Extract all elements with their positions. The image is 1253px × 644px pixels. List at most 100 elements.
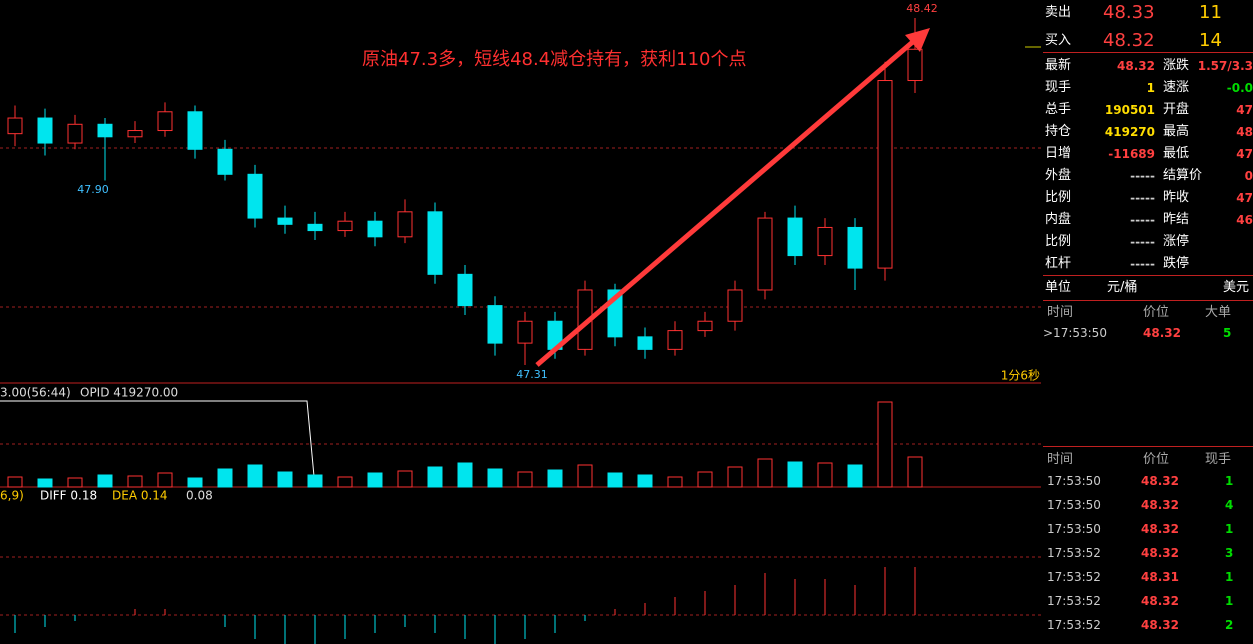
candle-body: [787, 217, 803, 257]
volume-bar: [907, 456, 923, 488]
text: 大单: [1205, 305, 1232, 320]
text: 1.57/3.3: [1197, 59, 1253, 73]
candle-body: [157, 111, 173, 132]
text: 419270: [1104, 125, 1155, 139]
text: 2: [1225, 618, 1234, 632]
text: 17:53:50: [1047, 474, 1101, 488]
volume-bar: [7, 476, 23, 488]
candle-body: [217, 148, 233, 175]
opid-legend: OPID 419270.00: [80, 386, 178, 400]
volume-bar: [847, 464, 863, 488]
text: 1: [1225, 594, 1234, 608]
volume-bar: [97, 474, 113, 488]
dea-legend: DEA 0.14: [112, 489, 168, 503]
text: 5: [1223, 326, 1232, 340]
text: 时间: [1047, 452, 1074, 467]
text: 最高: [1163, 124, 1190, 139]
text: 卖出: [1045, 5, 1072, 20]
text: -----: [1130, 213, 1155, 227]
volume-bar: [157, 472, 173, 488]
volume-bar: [817, 462, 833, 488]
separator: [1043, 300, 1253, 301]
text: 昨结: [1163, 212, 1190, 227]
candle-body: [697, 320, 713, 332]
candle-body: [397, 211, 413, 238]
candle-body: [877, 80, 893, 269]
volume-bar: [577, 464, 593, 488]
candle-body: [817, 226, 833, 257]
candle-body: [247, 173, 263, 219]
text: 48.32: [1141, 474, 1179, 488]
volume-bar: [547, 469, 563, 488]
volume-bar: [697, 471, 713, 488]
candle-body: [337, 220, 353, 232]
text: 持仓: [1045, 124, 1072, 139]
text: 1: [1146, 81, 1155, 95]
volume-bar: [487, 468, 503, 488]
candle-body: [277, 217, 293, 225]
candle-body: [667, 330, 683, 350]
volume-bar: [67, 477, 83, 488]
candle-body: [457, 273, 473, 307]
text: -0.0: [1226, 81, 1253, 95]
text: 元/桶: [1107, 280, 1138, 295]
text: 3: [1225, 546, 1234, 560]
text: 日增: [1045, 146, 1072, 161]
text: 48.33: [1103, 2, 1155, 23]
text: 1: [1225, 570, 1234, 584]
volume-bar: [337, 476, 353, 488]
text: 现手: [1205, 452, 1232, 467]
text: 涨跌: [1163, 58, 1190, 73]
text: 48.32: [1103, 30, 1155, 51]
candle-body: [517, 320, 533, 344]
volume-bar: [397, 470, 413, 488]
candle-body: [367, 220, 383, 238]
volume-bar: [367, 472, 383, 488]
text: 47: [1236, 191, 1253, 205]
text: 17:53:52: [1047, 546, 1101, 560]
text: 最低: [1163, 146, 1190, 161]
text: -11689: [1108, 147, 1155, 161]
candle-body: [847, 226, 863, 269]
low-label: 47.31: [516, 368, 548, 381]
text: 1: [1225, 522, 1234, 536]
separator: [1043, 446, 1253, 447]
candle-body: [487, 305, 503, 344]
text: 昨收: [1163, 190, 1190, 205]
candle-body: [907, 48, 923, 82]
candle-body: [427, 211, 443, 275]
text: 单位: [1045, 280, 1072, 295]
volume-bar: [517, 471, 533, 488]
text: 47: [1236, 103, 1253, 117]
volume-bar: [37, 478, 53, 488]
volume-bar: [187, 477, 203, 488]
text: 14: [1199, 30, 1222, 51]
high-label: 48.42: [906, 2, 938, 15]
text: >17:53:50: [1043, 326, 1107, 340]
text: 48.32: [1141, 618, 1179, 632]
volume-bar: [787, 461, 803, 488]
text: 最新: [1045, 58, 1072, 73]
candle-body: [7, 117, 23, 135]
candle-body: [67, 123, 83, 144]
text: 跌停: [1163, 256, 1190, 271]
text: 速涨: [1163, 80, 1190, 95]
text: -----: [1130, 191, 1155, 205]
text: 48.32: [1141, 522, 1179, 536]
separator: [1043, 275, 1253, 276]
text: -----: [1130, 257, 1155, 271]
text: 外盘: [1045, 168, 1072, 183]
text: 比例: [1045, 190, 1072, 205]
candle-body: [187, 111, 203, 150]
text: 48.32: [1141, 546, 1179, 560]
text: -----: [1130, 169, 1155, 183]
candle-body: [757, 217, 773, 291]
volume-bar: [637, 474, 653, 488]
macd-params: 6,9): [0, 489, 24, 503]
text: 190501: [1104, 103, 1155, 117]
text: 价位: [1143, 305, 1170, 320]
text: 杠杆: [1045, 256, 1072, 271]
text: 内盘: [1045, 212, 1072, 227]
volume-bar: [277, 471, 293, 488]
